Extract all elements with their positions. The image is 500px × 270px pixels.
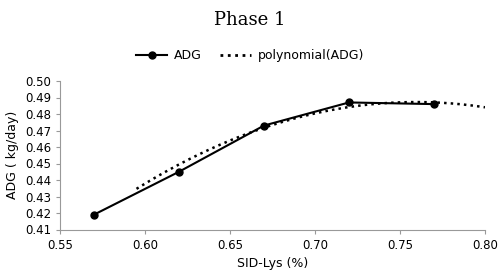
- Text: Phase 1: Phase 1: [214, 11, 286, 29]
- Legend: ADG, polynomial(ADG): ADG, polynomial(ADG): [131, 44, 369, 67]
- X-axis label: SID-Lys (%): SID-Lys (%): [237, 257, 308, 270]
- Y-axis label: ADG ( kg/day): ADG ( kg/day): [6, 111, 20, 199]
